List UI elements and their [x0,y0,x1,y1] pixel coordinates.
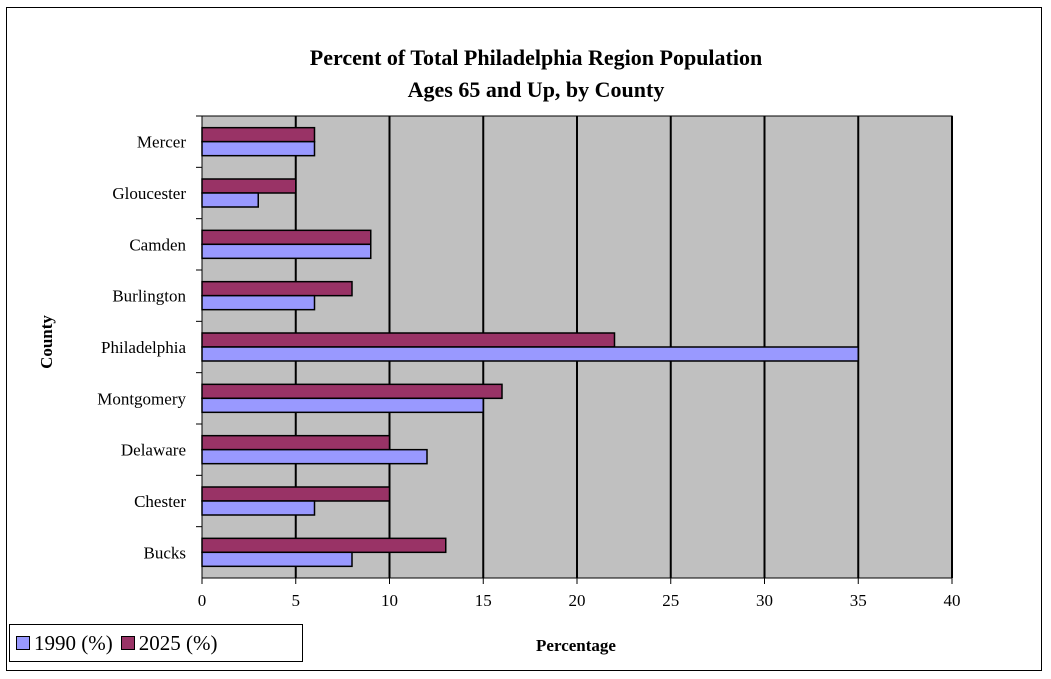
bar-2025-chester [201,486,391,502]
bar-2025-montgomery [201,383,503,400]
bar-2025-burlington [201,280,353,297]
legend: 1990 (%) 2025 (%) [9,624,303,662]
y-tick-label: Chester [134,492,186,511]
legend-swatch-1990 [16,636,30,650]
legend-label-1990: 1990 (%) [34,630,113,655]
bar-2025-camden [201,229,372,246]
bar-1990-philadelphia [201,346,859,362]
x-tick-label: 40 [944,591,961,610]
bar-2025-bucks [201,537,447,554]
legend-item-1990: 1990 (%) [16,631,113,656]
y-tick-label: Montgomery [97,389,186,408]
y-tick-label: Delaware [121,441,186,460]
y-tick-label: Gloucester [112,184,186,203]
x-tick-label: 15 [475,591,492,610]
bar-1990-burlington [201,294,316,311]
bar-1990-gloucester [201,192,259,208]
x-tick-label: 25 [662,591,679,610]
bar-2025-philadelphia [201,332,616,348]
x-tick-label: 5 [292,591,301,610]
legend-item-2025: 2025 (%) [120,630,218,656]
y-axis-title: County [37,315,56,369]
bar-1990-delaware [201,448,428,465]
bar-1990-montgomery [201,397,484,414]
bar-2025-mercer [201,126,316,143]
chart-title-line-1: Percent of Total Philadelphia Region Pop… [310,45,762,70]
legend-label-2025: 2025 (%) [138,630,218,655]
bar-2025-delaware [201,434,391,451]
y-tick-label: Philadelphia [101,338,186,357]
y-tick-label: Mercer [137,133,186,152]
y-tick-label: Camden [129,235,186,254]
chart-title-line-2: Ages 65 and Up, by County [408,77,665,102]
x-tick-label: 0 [198,591,207,610]
plot-area: 0 5 10 15 20 25 30 35 40 Bucks Chester Delaware Mont… [97,115,961,610]
bar-1990-bucks [201,551,353,568]
bar-2025-gloucester [201,178,297,194]
bar-1990-chester [201,500,316,516]
legend-swatch-2025 [120,636,135,650]
x-tick-label: 20 [569,591,586,610]
x-tick-label: 35 [850,591,867,610]
x-axis-title: Percentage [536,636,616,655]
x-tick-label: 10 [381,591,398,610]
y-tick-label: Bucks [144,543,187,562]
x-tick-label: 30 [756,591,773,610]
y-tick-label: Burlington [112,287,186,306]
bar-1990-camden [201,243,372,260]
bar-1990-mercer [201,140,316,157]
